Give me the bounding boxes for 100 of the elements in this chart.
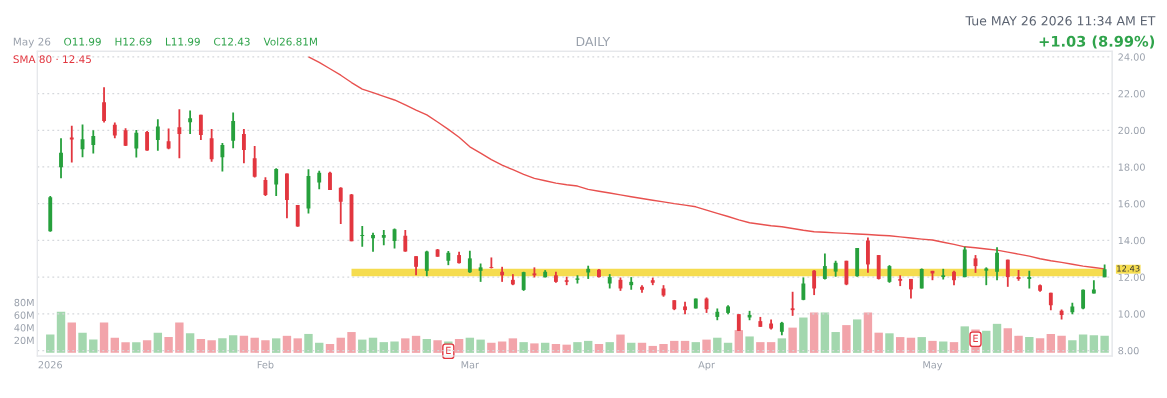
candlestick <box>188 109 193 135</box>
y2-tick-label: 80M <box>14 298 34 307</box>
bar <box>56 311 66 353</box>
bar <box>756 342 765 353</box>
bar <box>917 337 926 353</box>
bar <box>842 325 851 353</box>
bar <box>239 335 249 353</box>
bar <box>745 336 754 353</box>
y-tick-label: 16.00 <box>1118 200 1145 208</box>
x-tick-label: 2026 <box>38 361 63 369</box>
candlestick <box>263 176 268 197</box>
candlestick <box>478 262 483 283</box>
bar <box>487 342 496 353</box>
bar <box>304 333 313 353</box>
bar <box>594 344 604 353</box>
bar <box>896 337 905 353</box>
y-tick-label: 22.00 <box>1118 90 1145 98</box>
candlestick <box>338 186 343 225</box>
bar <box>766 342 776 353</box>
bar <box>67 322 76 353</box>
bar <box>584 340 593 353</box>
bar <box>820 312 830 353</box>
bar <box>713 337 722 353</box>
bar <box>185 333 195 353</box>
candlestick <box>790 290 795 317</box>
candlestick <box>360 225 365 248</box>
bar <box>573 342 582 353</box>
bar <box>401 338 410 353</box>
bar <box>949 342 959 353</box>
candlestick <box>145 130 150 152</box>
bar <box>358 339 367 353</box>
bar <box>1035 338 1045 353</box>
text: H12.69 <box>115 37 152 46</box>
candlestick <box>371 231 375 253</box>
candlestick <box>231 111 236 150</box>
text: Tue MAY 26 2026 11:34 AM ET <box>965 16 1156 26</box>
candlestick <box>812 269 817 296</box>
bar <box>46 334 55 353</box>
text: +1.03 (8.99%) <box>1039 35 1155 49</box>
annotation: SMA 80 · 12.45 <box>13 55 91 64</box>
bar <box>1057 335 1066 353</box>
bar <box>627 342 636 353</box>
bar <box>885 333 894 353</box>
bar <box>637 342 647 353</box>
text: C12.43 <box>214 37 250 46</box>
bar <box>680 340 690 353</box>
bar <box>616 334 625 353</box>
candlestick <box>252 145 257 179</box>
y-tick-label: 12.00 <box>1118 273 1145 281</box>
bar <box>1089 335 1099 353</box>
candlestick <box>844 259 849 287</box>
bar <box>164 337 173 353</box>
bar <box>196 338 206 353</box>
candlestick <box>102 86 106 124</box>
bar <box>799 317 808 353</box>
candlestick <box>898 274 903 287</box>
x-tick-label: Feb <box>257 360 274 369</box>
bar <box>992 323 1002 353</box>
candlestick <box>209 128 214 163</box>
candlestick <box>91 129 96 155</box>
bar <box>734 330 744 353</box>
bar <box>831 332 840 353</box>
bar <box>175 322 184 353</box>
bar <box>465 337 475 353</box>
bar <box>1068 340 1077 353</box>
candlestick <box>414 255 418 277</box>
y-tick-label: 18.00 <box>1118 163 1145 171</box>
bar <box>411 335 421 353</box>
bar <box>132 342 141 353</box>
bar <box>228 335 238 353</box>
text: 12.43 <box>1117 265 1140 272</box>
y-tick-label: 20.00 <box>1118 126 1145 135</box>
bar <box>809 312 819 353</box>
candlestick <box>984 266 989 287</box>
bar <box>928 340 937 353</box>
candlestick <box>467 249 472 274</box>
candlestick <box>59 137 63 180</box>
data-label: E <box>973 334 978 342</box>
y-tick-label: 10.00 <box>1118 310 1145 318</box>
candlestick <box>424 249 429 278</box>
y-tick-label: 14.00 <box>1118 236 1145 245</box>
bar <box>852 319 862 353</box>
bar <box>670 340 679 353</box>
bar <box>110 337 119 353</box>
bar <box>1025 337 1034 353</box>
bar <box>121 342 130 353</box>
candlestick <box>220 142 225 173</box>
bar <box>1100 335 1109 353</box>
bar <box>78 332 87 353</box>
candlestick <box>1027 269 1032 290</box>
bar <box>1046 333 1056 353</box>
bar <box>939 341 948 353</box>
candlestick <box>317 169 322 191</box>
candlestick <box>177 108 182 160</box>
bar <box>605 342 614 353</box>
bar <box>336 337 345 353</box>
bar <box>659 344 668 353</box>
candlestick <box>403 229 408 253</box>
bar <box>530 343 539 353</box>
bar <box>723 342 733 353</box>
